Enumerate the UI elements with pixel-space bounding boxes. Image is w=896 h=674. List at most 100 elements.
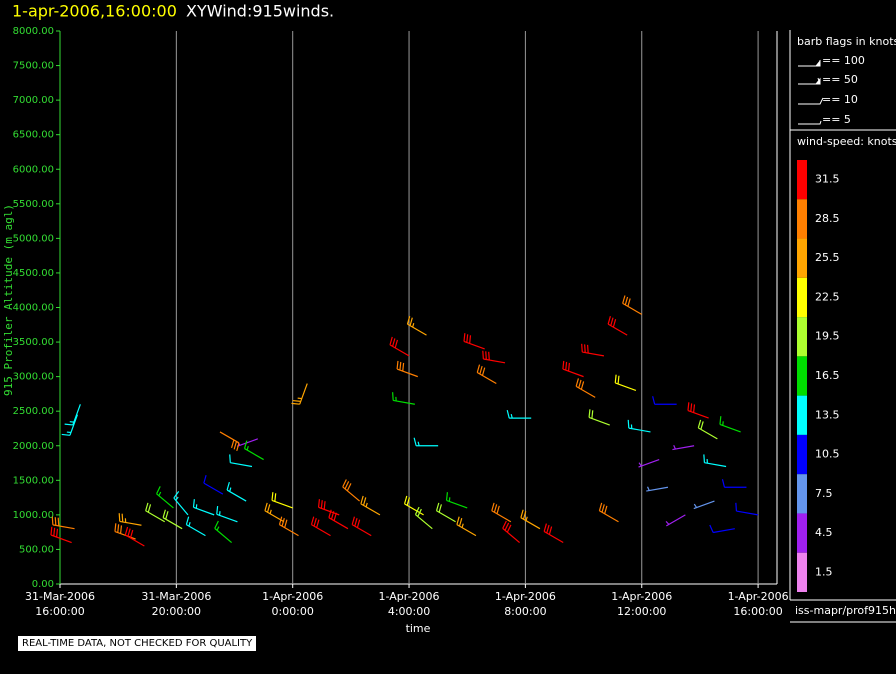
wind-barb <box>476 364 497 385</box>
wind-barb <box>506 409 532 419</box>
colorbar-label: 13.5 <box>815 408 840 421</box>
colorbar-band <box>797 434 807 475</box>
wind-barb <box>687 402 709 419</box>
wind-barb <box>64 404 81 426</box>
wind-barb <box>502 520 520 543</box>
colorbar-label: 10.5 <box>815 448 840 461</box>
wind-barb <box>406 316 427 336</box>
wind-barb <box>229 454 253 468</box>
wind-barb <box>219 431 240 452</box>
wind-barb <box>214 520 233 543</box>
barb-legend-samples <box>798 59 824 125</box>
y-tick-label: 7000.00 <box>13 95 54 106</box>
y-tick-label: 6500.00 <box>13 130 54 141</box>
colorbar-band <box>797 395 807 435</box>
x-tick-label: 1-Apr-2006 16:00:00 <box>727 590 789 618</box>
colorbar-band <box>797 277 807 318</box>
colorbar-title: wind-speed: knots <box>797 135 896 148</box>
y-tick-label: 7500.00 <box>13 61 54 72</box>
barb-legend-entry: == 10 <box>822 93 858 106</box>
y-tick-label: 6000.00 <box>13 164 54 175</box>
wind-barb <box>61 414 79 436</box>
y-tick-label: 3500.00 <box>13 337 54 348</box>
wind-barb <box>51 516 75 530</box>
colorbar-label: 31.5 <box>815 173 840 186</box>
wind-barb <box>389 336 410 357</box>
wind-barb <box>588 409 610 426</box>
wind-barb <box>414 506 433 530</box>
colorbar-band <box>797 356 807 396</box>
wind-barb <box>562 360 584 378</box>
y-axis-label: 915 Profiler Altitude (m agl) <box>2 204 15 396</box>
wind-barb <box>435 502 456 523</box>
y-tick-label: 1500.00 <box>13 475 54 486</box>
wind-barb <box>173 490 189 516</box>
wind-barb <box>271 492 293 509</box>
y-tick-label: 4000.00 <box>13 303 54 314</box>
chart-title: XYWind:915winds. <box>186 2 334 21</box>
wind-barb <box>351 516 372 537</box>
wind-barb <box>403 495 424 516</box>
wind-barb <box>575 378 596 398</box>
wind-barb <box>463 333 485 350</box>
title-time: 1-apr-2006,16:00:00 <box>12 2 177 21</box>
wind-barb <box>672 445 695 451</box>
wind-barb <box>491 502 512 523</box>
wind-barb <box>310 516 331 537</box>
wind-barb <box>581 343 605 357</box>
wind-barb <box>317 499 340 516</box>
y-tick-label: 3000.00 <box>13 372 54 383</box>
barbs <box>50 295 759 547</box>
wind-barb <box>236 438 258 447</box>
y-tick-label: 0.00 <box>32 579 54 590</box>
wind-barb <box>693 500 715 510</box>
wind-barb <box>456 516 477 537</box>
wind-barb <box>413 437 439 447</box>
x-tick-label: 1-Apr-2006 4:00:00 <box>378 590 440 618</box>
colorbar-label: 4.5 <box>815 526 833 539</box>
wind-barb <box>665 514 686 527</box>
wind-barb <box>145 502 166 523</box>
x-tick-label: 1-Apr-2006 12:00:00 <box>611 590 673 618</box>
y-tick-label: 500.00 <box>19 544 54 555</box>
y-tick-label: 1000.00 <box>13 510 54 521</box>
wind-barb <box>719 416 741 433</box>
wind-barb <box>622 295 643 315</box>
wind-barb <box>543 523 564 544</box>
wind-barb <box>156 486 174 509</box>
wind-barb <box>614 374 637 392</box>
wind-barb <box>185 516 206 537</box>
barb-legend-entry: == 100 <box>822 54 865 67</box>
wind-barb <box>243 440 264 461</box>
wind-barb <box>598 502 619 523</box>
x-tick-label: 1-Apr-2006 0:00:00 <box>262 590 324 618</box>
wind-barb <box>520 509 541 530</box>
wind-barb <box>278 516 299 537</box>
wind-barb <box>118 513 142 526</box>
wind-barb <box>703 454 727 468</box>
y-tick-label: 5000.00 <box>13 233 54 244</box>
colorbar-band <box>797 552 807 592</box>
colorbar-band <box>797 513 807 553</box>
wind-barb <box>226 481 247 502</box>
colorbar-band <box>797 199 807 239</box>
x-axis-label: time <box>406 622 431 635</box>
colorbar-label: 7.5 <box>815 487 833 500</box>
quality-note: REAL-TIME DATA, NOT CHECKED FOR QUALITY <box>18 636 257 651</box>
wind-barb <box>203 475 224 495</box>
x-tick-label: 31-Mar-2006 20:00:00 <box>141 590 212 618</box>
wind-barb <box>709 524 735 534</box>
barb-legend-entry: == 5 <box>822 113 851 126</box>
wind-barb <box>445 492 468 509</box>
colorbar-band <box>797 238 807 278</box>
y-tick-label: 4500.00 <box>13 268 54 279</box>
y-tick-label: 5500.00 <box>13 199 54 210</box>
y-tick-label: 2000.00 <box>13 441 54 452</box>
wind-barb <box>396 360 418 378</box>
y-tick-label: 8000.00 <box>13 26 54 37</box>
wind-barb <box>328 509 349 530</box>
colorbar-label: 1.5 <box>815 565 833 578</box>
colorbar-label: 22.5 <box>815 290 840 303</box>
